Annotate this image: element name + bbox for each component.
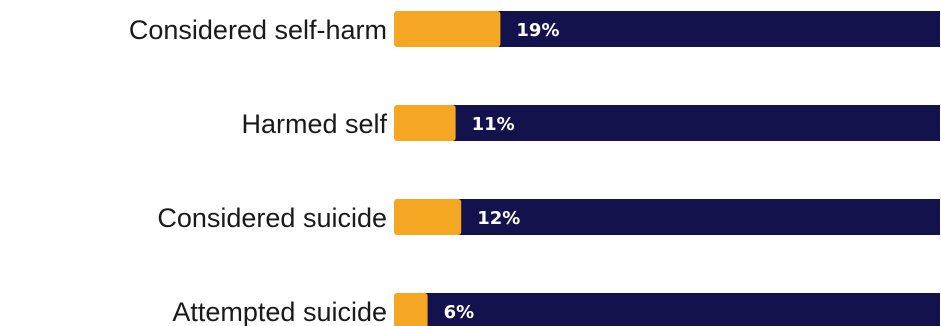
- bar-value: [394, 199, 462, 235]
- bar-row: Considered self-harm 19%: [129, 11, 940, 47]
- value-label: 11%: [472, 114, 515, 135]
- category-label: Considered suicide: [157, 203, 387, 233]
- value-label: 6%: [444, 302, 475, 323]
- bar-row: Attempted suicide 6%: [172, 293, 940, 326]
- bar-row: Considered suicide 12%: [157, 199, 940, 235]
- bar-track: [398, 199, 940, 235]
- category-label: Attempted suicide: [172, 297, 387, 326]
- category-label: Harmed self: [241, 109, 387, 139]
- bar-value: [394, 105, 456, 141]
- bar-track: [398, 293, 940, 326]
- value-label: 12%: [477, 208, 520, 229]
- bar-value: [394, 11, 501, 47]
- bar-row: Harmed self 11%: [241, 105, 940, 141]
- value-label: 19%: [516, 20, 559, 41]
- bar-track: [398, 105, 940, 141]
- bar-value: [394, 293, 428, 326]
- category-label: Considered self-harm: [129, 15, 387, 45]
